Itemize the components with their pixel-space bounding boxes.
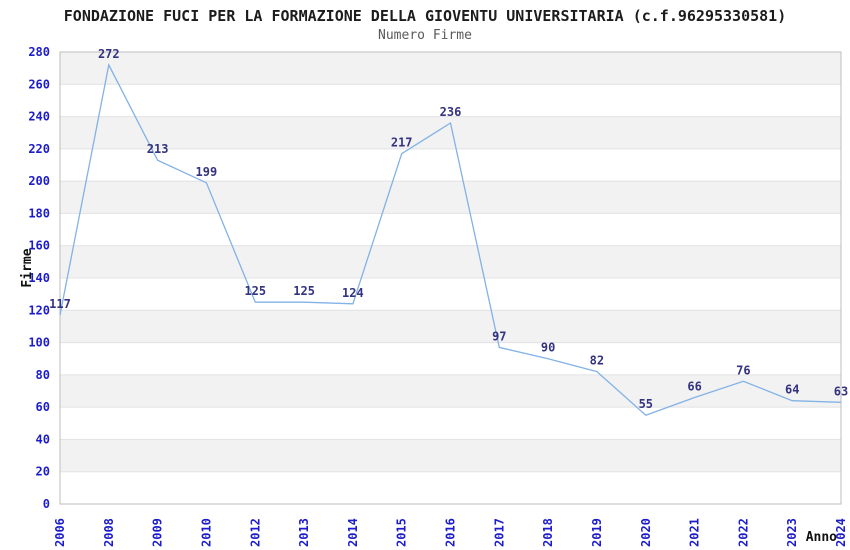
- y-tick-label: 0: [43, 497, 50, 511]
- plot-band: [60, 52, 841, 85]
- y-tick-label: 200: [28, 174, 50, 188]
- data-label: 97: [492, 329, 506, 343]
- x-tick-label: 2022: [736, 518, 750, 547]
- data-label: 64: [785, 383, 799, 397]
- x-tick-label: 2014: [346, 518, 360, 547]
- y-tick-label: 120: [28, 303, 50, 317]
- data-label: 66: [687, 380, 701, 394]
- plot-band: [60, 374, 841, 408]
- y-tick-label: 60: [36, 400, 50, 414]
- x-tick-label: 2016: [444, 518, 458, 547]
- data-label: 272: [98, 47, 120, 61]
- y-tick-label: 260: [28, 77, 50, 91]
- x-tick-label: 2019: [590, 518, 604, 547]
- x-tick-label: 2006: [53, 518, 67, 547]
- chart-subtitle: Numero Firme: [378, 28, 472, 43]
- data-label: 76: [736, 363, 750, 377]
- x-tick-label: 2020: [639, 518, 653, 547]
- data-label: 125: [244, 284, 266, 298]
- data-label: 90: [541, 341, 555, 355]
- x-tick-label: 2008: [102, 518, 116, 547]
- y-tick-label: 40: [36, 432, 50, 446]
- y-tick-label: 100: [28, 336, 50, 350]
- data-label: 199: [196, 165, 218, 179]
- data-label: 124: [342, 286, 364, 300]
- y-tick-label: 140: [28, 271, 50, 285]
- x-tick-label: 2010: [199, 518, 213, 547]
- x-tick-label: 2024: [834, 518, 848, 547]
- data-label: 236: [440, 105, 462, 119]
- x-tick-label: 2021: [688, 518, 702, 547]
- x-tick-label: 2012: [248, 518, 262, 547]
- y-tick-label: 80: [36, 368, 50, 382]
- x-tick-label: 2018: [541, 518, 555, 547]
- y-tick-label: 280: [28, 45, 50, 59]
- plot-band: [60, 116, 841, 149]
- x-tick-label: 2015: [395, 518, 409, 547]
- x-tick-label: 2023: [785, 518, 799, 547]
- chart-title: FONDAZIONE FUCI PER LA FORMAZIONE DELLA …: [63, 7, 787, 25]
- data-label: 55: [639, 397, 653, 411]
- data-label: 82: [590, 354, 604, 368]
- plot-band: [60, 310, 841, 343]
- y-tick-label: 180: [28, 206, 50, 220]
- y-tick-label: 20: [36, 465, 50, 479]
- y-axis-title: Firme: [20, 248, 35, 287]
- plot-band: [60, 181, 841, 214]
- x-tick-label: 2013: [297, 518, 311, 547]
- x-tick-label: 2017: [492, 518, 506, 547]
- plot-band: [60, 439, 841, 472]
- data-label: 125: [293, 284, 315, 298]
- data-label: 117: [49, 297, 71, 311]
- y-tick-label: 220: [28, 142, 50, 156]
- data-label: 63: [834, 384, 848, 398]
- x-tick-label: 2009: [151, 518, 165, 547]
- y-tick-label: 240: [28, 110, 50, 124]
- x-axis-title: Anno: [806, 530, 837, 545]
- y-tick-label: 160: [28, 239, 50, 253]
- series-line: [59, 62, 842, 416]
- data-label: 213: [147, 142, 169, 156]
- data-label: 217: [391, 136, 413, 150]
- plot-band: [60, 245, 841, 278]
